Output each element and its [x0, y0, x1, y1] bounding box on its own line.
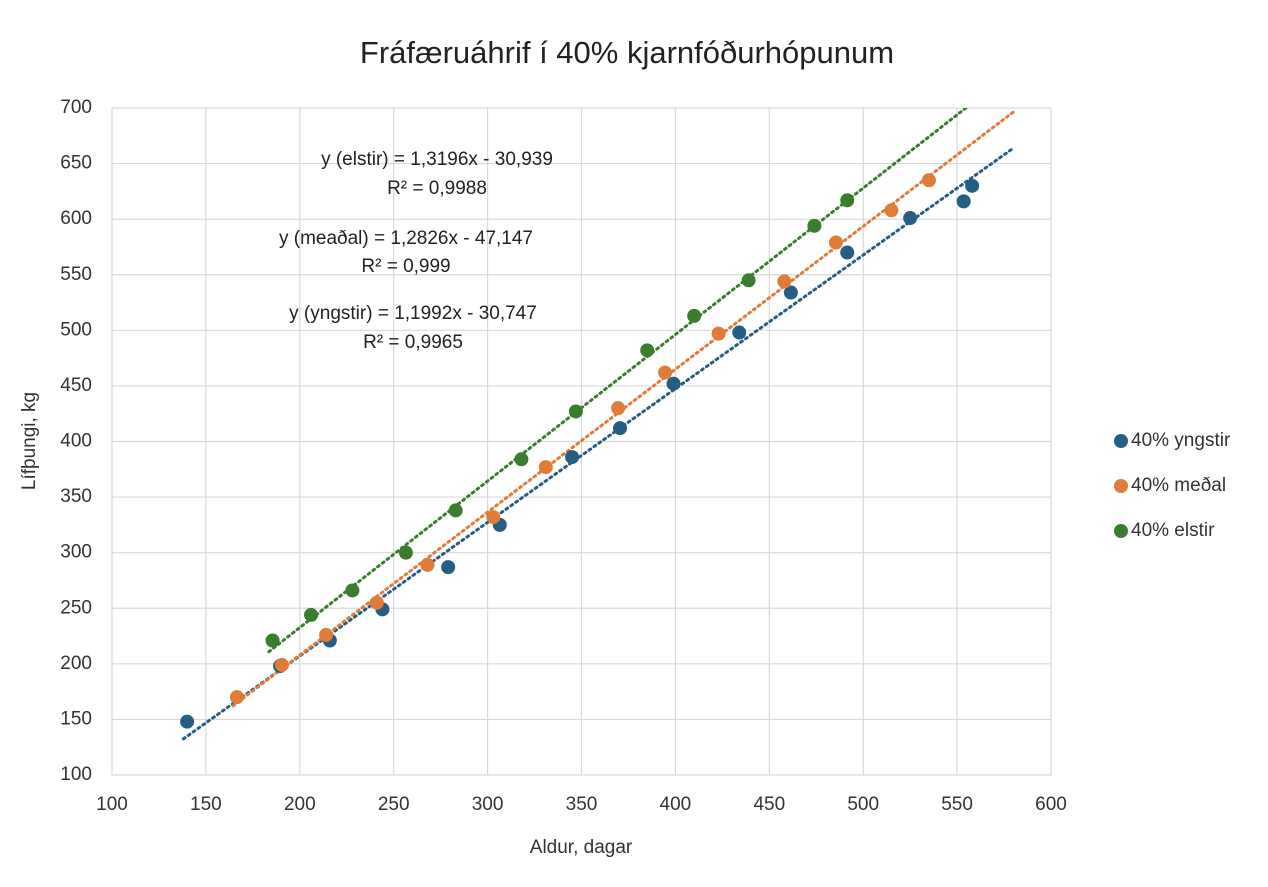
- trendline: [231, 110, 1015, 708]
- point: [687, 308, 702, 323]
- x-tick-label: 150: [190, 794, 222, 815]
- chart-title: Fráfæruáhrif í 40% kjarnfóðurhópunum: [360, 35, 894, 70]
- y-tick-label: 250: [60, 597, 92, 618]
- legend-label: 40% elstir: [1131, 520, 1215, 541]
- point: [611, 401, 626, 416]
- y-tick-label: 400: [60, 431, 92, 452]
- y-tick-label: 200: [60, 653, 92, 674]
- y-tick-label: 100: [60, 764, 92, 785]
- point: [903, 211, 918, 226]
- x-tick-label: 350: [566, 794, 598, 815]
- point: [514, 452, 529, 467]
- point: [828, 235, 843, 250]
- legend-marker: [1114, 434, 1128, 448]
- point: [777, 274, 792, 289]
- x-tick-label: 300: [472, 794, 504, 815]
- trendline-equation: R² = 0,9988: [387, 178, 487, 199]
- trendline-equation: y (yngstir) = 1,1992x - 30,747: [289, 303, 537, 324]
- point: [965, 178, 980, 193]
- y-tick-label: 350: [60, 486, 92, 507]
- y-tick-label: 150: [60, 708, 92, 729]
- point: [398, 545, 413, 560]
- point: [666, 376, 681, 391]
- x-tick-label: 600: [1035, 794, 1067, 815]
- point: [565, 450, 580, 465]
- point: [265, 633, 280, 648]
- point: [274, 657, 289, 672]
- trendline-equation: R² = 0,9965: [363, 332, 463, 353]
- point: [369, 595, 384, 610]
- point: [441, 560, 456, 575]
- trendline-equation: y (elstir) = 1,3196x - 30,939: [321, 149, 553, 170]
- y-tick-label: 450: [60, 375, 92, 396]
- point: [568, 404, 583, 419]
- point: [741, 273, 756, 288]
- point: [640, 343, 655, 358]
- point: [711, 326, 726, 341]
- legend-marker: [1114, 524, 1128, 538]
- point: [180, 714, 195, 729]
- point: [807, 218, 822, 233]
- y-axis-label: Lífþungi, kg: [19, 392, 40, 490]
- y-tick-label: 700: [60, 97, 92, 118]
- point: [420, 557, 435, 572]
- y-tick-label: 550: [60, 264, 92, 285]
- trendline-equation: y (meaðal) = 1,2826x - 47,147: [279, 228, 533, 249]
- x-tick-label: 100: [96, 794, 128, 815]
- x-tick-label: 200: [284, 794, 316, 815]
- point: [884, 203, 899, 218]
- point: [345, 583, 360, 598]
- point: [612, 421, 627, 436]
- trendline: [181, 146, 1015, 741]
- x-tick-label: 500: [847, 794, 879, 815]
- legend-label: 40% meðal: [1131, 475, 1226, 496]
- trendline: [267, 108, 969, 654]
- point: [486, 510, 501, 525]
- point: [319, 627, 334, 642]
- x-axis-label: Aldur, dagar: [530, 837, 633, 858]
- point: [732, 325, 747, 340]
- legend-label: 40% yngstir: [1131, 430, 1231, 451]
- point: [840, 193, 855, 208]
- x-tick-label: 450: [753, 794, 785, 815]
- x-tick-label: 550: [941, 794, 973, 815]
- point: [229, 690, 244, 705]
- trendline-equation: R² = 0,999: [361, 256, 450, 277]
- point: [538, 460, 553, 475]
- x-tick-label: 400: [660, 794, 692, 815]
- legend-marker: [1114, 479, 1128, 493]
- point: [658, 365, 673, 380]
- y-tick-label: 650: [60, 153, 92, 174]
- point: [304, 607, 319, 622]
- point: [840, 245, 855, 260]
- point: [783, 285, 798, 300]
- x-tick-label: 250: [378, 794, 410, 815]
- point: [921, 173, 936, 188]
- point: [448, 503, 463, 518]
- point: [956, 194, 971, 209]
- y-tick-label: 600: [60, 208, 92, 229]
- y-tick-label: 500: [60, 319, 92, 340]
- trendlines: [181, 108, 1015, 741]
- y-tick-label: 300: [60, 542, 92, 563]
